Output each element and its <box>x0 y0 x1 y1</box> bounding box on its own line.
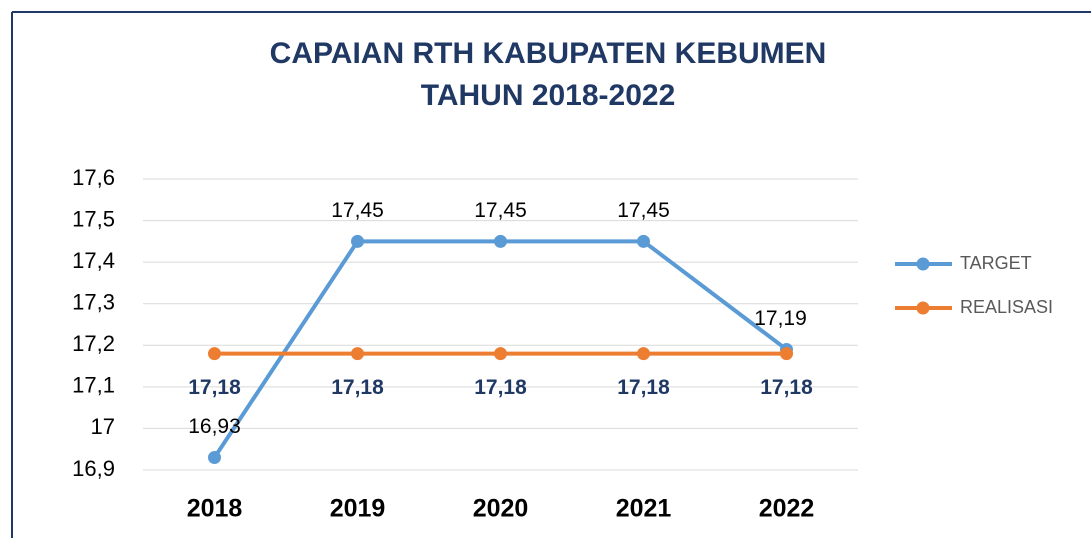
x-tick-label: 2019 <box>330 495 386 523</box>
data-label: 17,18 <box>474 376 527 399</box>
point <box>780 347 793 361</box>
point <box>637 234 650 248</box>
legend-label: REALISASI <box>960 297 1053 317</box>
data-label: 16,93 <box>188 415 241 438</box>
point <box>208 451 221 465</box>
y-tick-label: 16,9 <box>72 456 115 481</box>
legend-marker <box>916 257 930 271</box>
x-tick-label: 2022 <box>759 495 815 523</box>
chart-title: CAPAIAN RTH KABUPATEN KEBUMEN <box>270 37 827 70</box>
x-tick-label: 2020 <box>473 495 529 523</box>
data-label: 17,18 <box>331 376 384 399</box>
data-label: 17,18 <box>188 376 241 399</box>
y-tick-label: 17,6 <box>72 165 115 190</box>
y-tick-label: 17,1 <box>72 373 115 398</box>
y-tick-label: 17,3 <box>72 290 115 315</box>
legend-marker <box>916 301 930 315</box>
legend-label: TARGET <box>960 253 1032 273</box>
data-label: 17,45 <box>474 199 527 222</box>
x-tick-label: 2021 <box>616 495 672 523</box>
chart-title: TAHUN 2018-2022 <box>421 79 676 112</box>
data-label: 17,45 <box>617 199 670 222</box>
point <box>351 234 364 248</box>
y-tick-label: 17,2 <box>72 331 115 356</box>
y-tick-label: 17,5 <box>72 206 115 231</box>
x-tick-label: 2018 <box>187 495 243 523</box>
point <box>208 347 221 361</box>
data-label: 17,18 <box>760 376 813 399</box>
point <box>494 234 507 248</box>
y-tick-label: 17,4 <box>72 248 115 273</box>
point <box>494 347 507 361</box>
data-label: 17,19 <box>754 307 807 330</box>
data-label: 17,45 <box>331 199 384 222</box>
point <box>637 347 650 361</box>
data-label: 17,18 <box>617 376 670 399</box>
point <box>351 347 364 361</box>
y-tick-label: 17 <box>91 414 115 439</box>
